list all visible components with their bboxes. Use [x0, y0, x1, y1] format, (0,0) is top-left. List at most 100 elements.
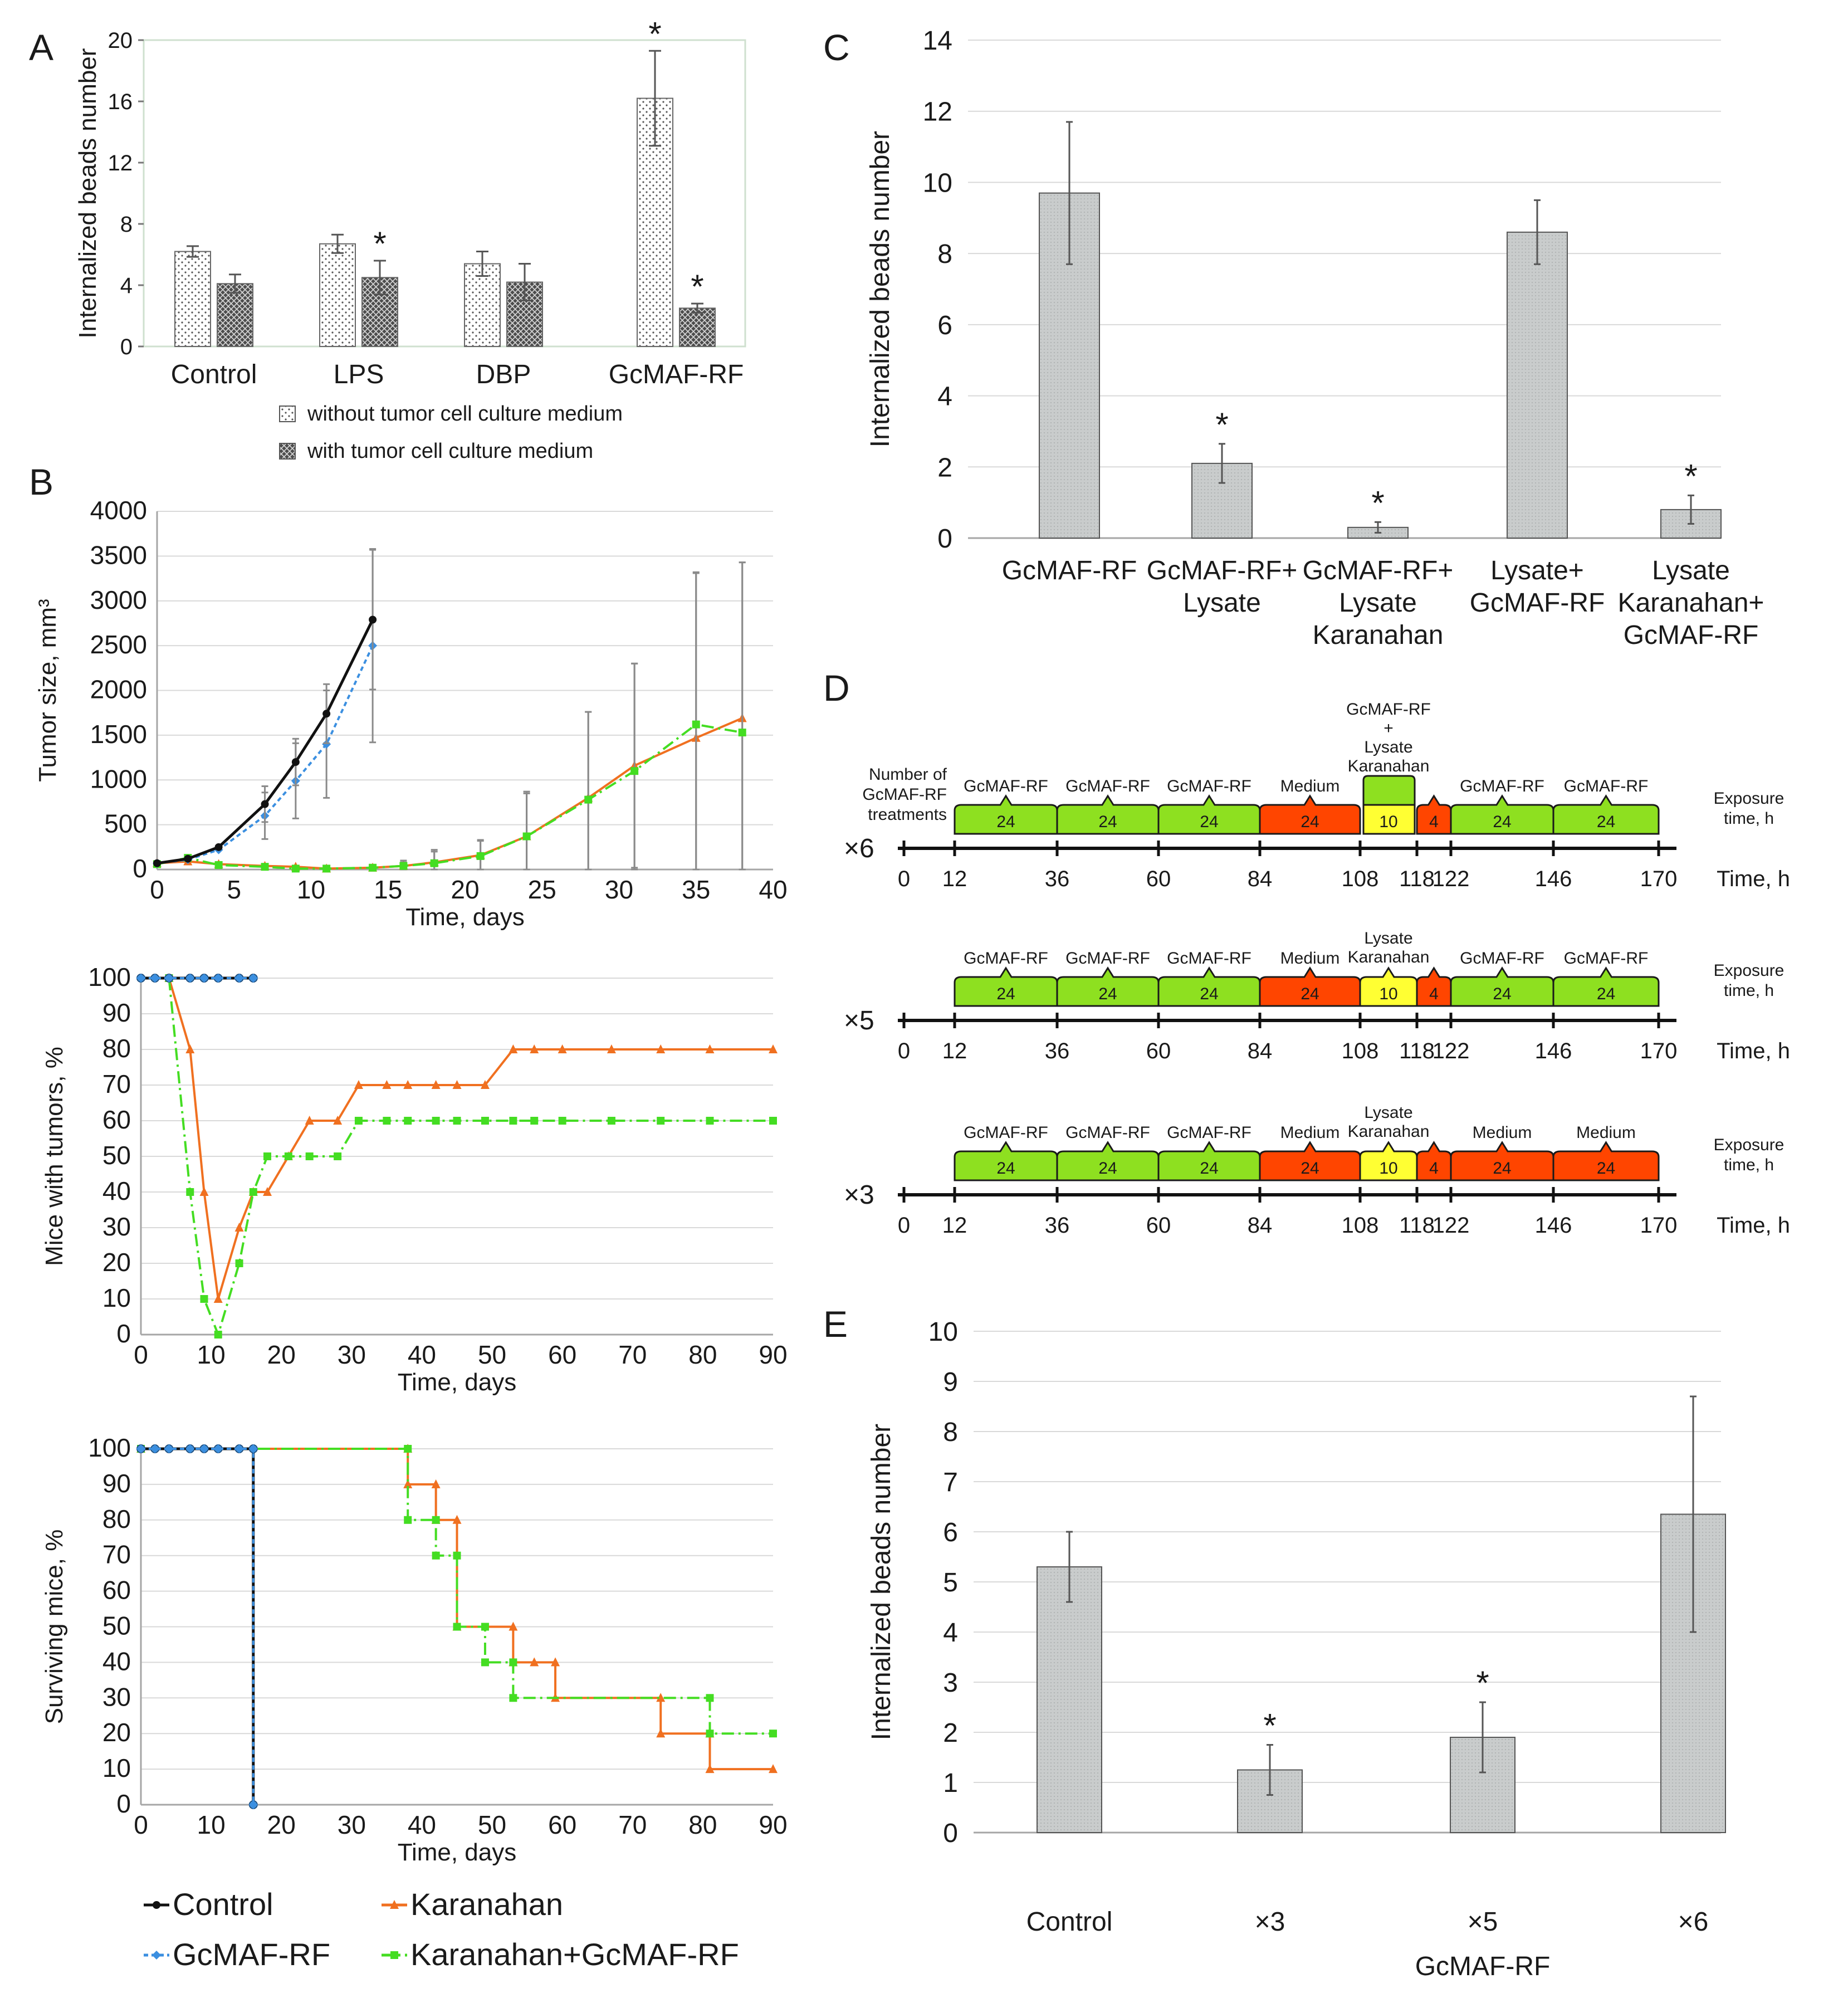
category-label: ×6 [1678, 1907, 1709, 1937]
exposure-label: time, h [1724, 981, 1774, 1000]
segment-label: GcMAF-RF [1167, 777, 1251, 795]
point-karanahan-gcmaf-rf [692, 720, 700, 729]
segment-duration: 24 [996, 985, 1015, 1003]
y-tick-label: 14 [923, 26, 952, 56]
point-control [369, 615, 377, 624]
x-tick-label: 15 [374, 875, 402, 904]
point-control [261, 800, 269, 808]
legend-label-gcmaf: GcMAF-RF [173, 1937, 330, 1972]
y-tick-label: 8 [120, 212, 133, 237]
x-axis-group-label: GcMAF-RF [1415, 1952, 1551, 1981]
category-label: Karanahan [1313, 621, 1444, 650]
x-tick-label: 10 [197, 1810, 226, 1839]
timeline-tick-label: 84 [1248, 867, 1273, 891]
segment-duration: 24 [996, 813, 1015, 831]
y-tick-label: 70 [102, 1540, 131, 1569]
x-tick-label: 35 [682, 875, 710, 904]
x-tick-label: 5 [227, 875, 241, 904]
timeline-tick-label: 170 [1640, 867, 1678, 891]
y-tick-label: 20 [108, 28, 133, 53]
point-karanahan-gcmaf-rf [432, 1117, 440, 1125]
point-karanahan-gcmaf-rf [509, 1694, 517, 1702]
x-tick-label: 10 [297, 875, 325, 904]
x-tick-label: 30 [338, 1810, 366, 1839]
row-multiplier: ×3 [844, 1180, 874, 1210]
timeline-tick-label: 146 [1535, 867, 1572, 891]
segment-duration: 24 [1597, 985, 1615, 1003]
segment-label: + [1383, 719, 1394, 737]
point-gcmaf-rf [164, 1444, 174, 1453]
timeline-tick-label: 60 [1146, 867, 1171, 891]
y-tick-label: 80 [102, 1034, 131, 1063]
chart-a-beads-by-treatment: 0 4 8 12 16 20 Internalized beads number Contro… [74, 15, 746, 463]
point-karanahan-gcmaf-rf [404, 1516, 412, 1524]
category-label: Control [1026, 1907, 1113, 1937]
point-karanahan [333, 1116, 343, 1125]
x-axis-label: Time, days [405, 903, 525, 931]
point-karanahan [705, 1044, 715, 1053]
point-control [153, 859, 161, 867]
significance-star: * [1476, 1664, 1489, 1702]
legend-swatch [279, 406, 296, 422]
x-tick-label: 20 [451, 875, 479, 904]
point-gcmaf-rf [248, 1444, 258, 1453]
point-karanahan [354, 1080, 363, 1089]
significance-star: * [1263, 1707, 1276, 1745]
y-tick-label: 90 [102, 998, 131, 1027]
x-tick-label: 40 [408, 1810, 436, 1839]
y-tick-label: 6 [943, 1518, 958, 1547]
segment-duration: 24 [1301, 1159, 1319, 1178]
point-karanahan-gcmaf-rf [584, 795, 593, 804]
category-label: ×5 [1468, 1907, 1498, 1937]
point-karanahan-gcmaf-rf [453, 1623, 461, 1631]
y-tick-label: 0 [943, 1819, 958, 1848]
row-multiplier: ×5 [844, 1006, 874, 1035]
segment-label: Lysate [1364, 929, 1412, 947]
x-tick-label: 10 [197, 1340, 226, 1369]
point-karanahan [551, 1657, 560, 1667]
y-axis-label: Surviving mice, % [41, 1530, 68, 1725]
series-line-karanahan [168, 978, 773, 1300]
segment-duration: 24 [1098, 985, 1117, 1003]
point-karanahan-gcmaf-rf [261, 863, 269, 871]
segment-duration: 24 [1301, 813, 1319, 831]
point-karanahan-gcmaf-rf [706, 1117, 714, 1125]
point-gcmaf-rf [185, 1444, 195, 1453]
point-karanahan [199, 1187, 209, 1196]
point-gcmaf-rf [136, 1444, 145, 1453]
y-tick-label: 100 [88, 1433, 131, 1462]
point-karanahan-gcmaf-rf [284, 1152, 292, 1160]
point-karanahan-gcmaf-rf [509, 1117, 517, 1125]
point-karanahan-gcmaf-rf [509, 1658, 517, 1667]
segment-duration: 24 [1200, 1159, 1218, 1178]
segment-label: Karanahan [1348, 757, 1430, 775]
point-karanahan-gcmaf-rf [432, 1551, 440, 1560]
segment-duration: 24 [1597, 813, 1615, 831]
segment-label: GcMAF-RF [1460, 777, 1544, 795]
legend-marker-gcmaf [152, 1951, 161, 1960]
y-axis-label: Internalized beads number [867, 1424, 896, 1740]
point-karanahan-gcmaf-rf [769, 1117, 777, 1125]
y-tick-label: 3000 [90, 585, 147, 614]
legend-b: Control Karanahan GcMAF-RF Karanahan+GcMAF-… [144, 1887, 739, 1972]
point-karanahan [234, 1223, 244, 1232]
x-tick-label: 70 [618, 1340, 647, 1369]
y-tick-label: 8 [943, 1418, 958, 1447]
segment-duration: 10 [1379, 1159, 1397, 1178]
category-label: GcMAF-RF [609, 360, 744, 389]
exposure-label: time, h [1724, 1156, 1774, 1174]
point-gcmaf-rf [199, 974, 209, 983]
y-tick-label: 10 [102, 1283, 131, 1312]
segment-duration: 24 [1493, 1159, 1511, 1178]
point-karanahan-gcmaf-rf [404, 1117, 412, 1125]
x-tick-label: 70 [618, 1810, 647, 1839]
exposure-label: time, h [1724, 809, 1774, 828]
segment-label: GcMAF-RF [964, 949, 1048, 968]
timeline-tick-label: 118 [1399, 1039, 1435, 1063]
segment-label: GcMAF-RF [1065, 1123, 1150, 1142]
segment-label: GcMAF-RF [964, 1123, 1048, 1142]
point-karanahan-gcmaf-rf [383, 1117, 391, 1125]
timeline-tick-label: 108 [1342, 1213, 1379, 1238]
point-karanahan-gcmaf-rf [399, 862, 408, 870]
